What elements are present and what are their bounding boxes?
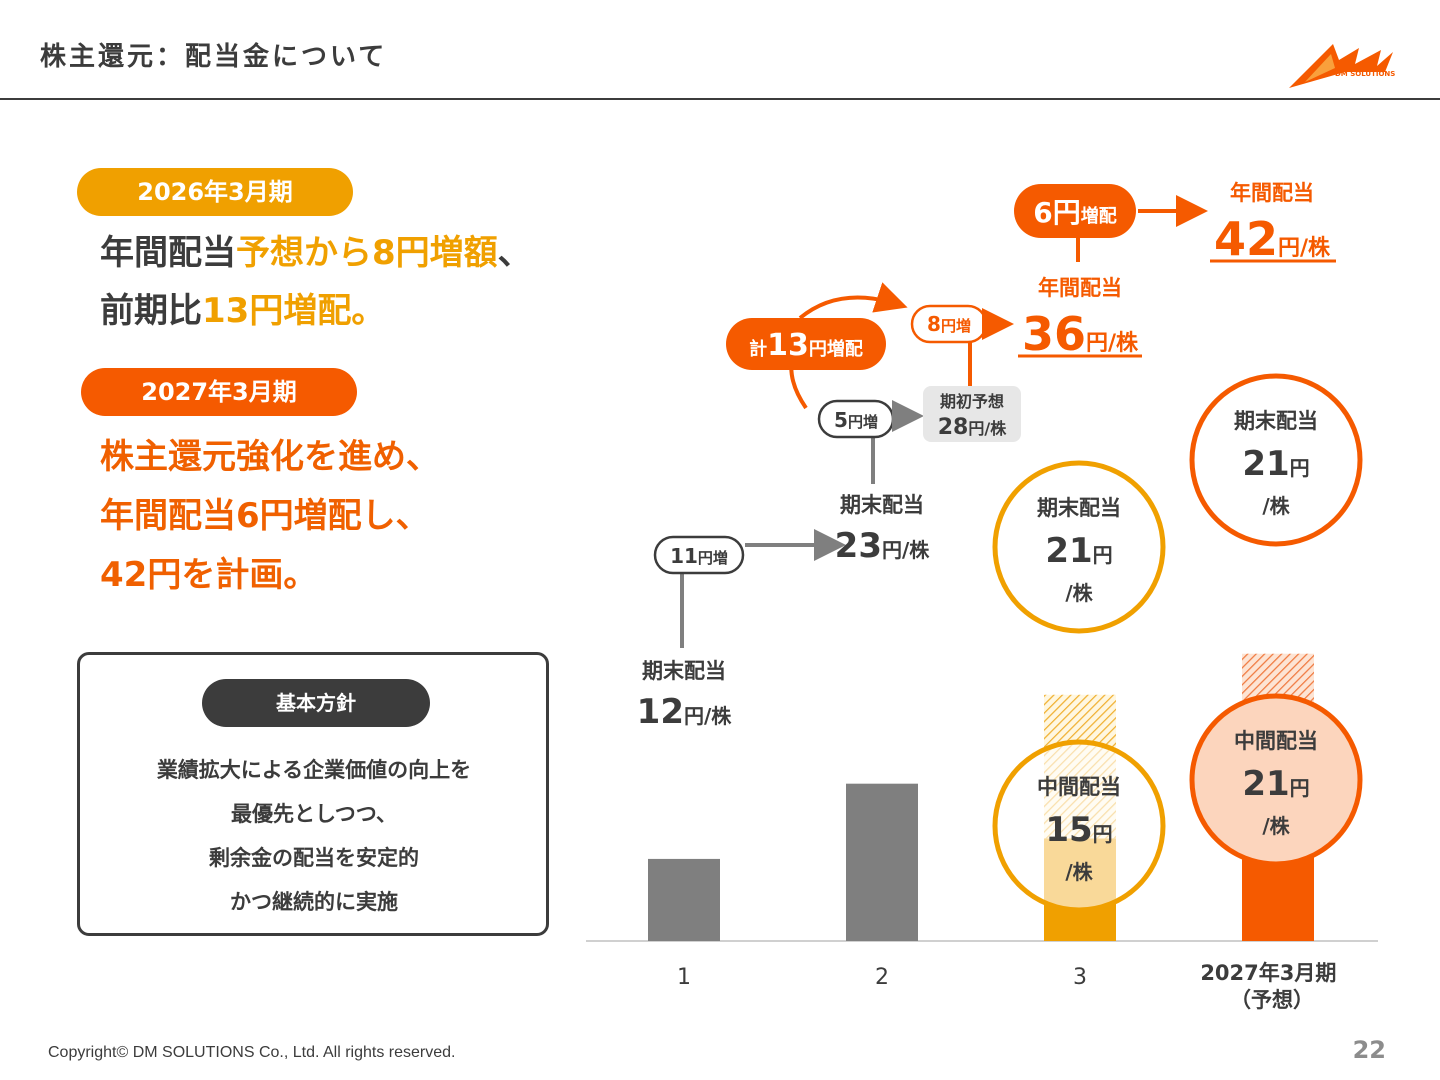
policy-line-4: かつ継続的に実施 <box>230 890 398 914</box>
fy2027-line2: 年間配当6円増配し、 <box>100 496 430 536</box>
inc11-text: 11円増 <box>670 544 728 568</box>
bar4-total-value: 42円/株 <box>1214 212 1331 266</box>
bar1-value: 12円/株 <box>637 692 733 732</box>
bar4-bottom-value: 21円 <box>1242 764 1309 804</box>
inc6-badge <box>1014 184 1136 238</box>
bar2-value: 23円/株 <box>835 526 931 566</box>
fy2026-text-d: 前期比 <box>100 291 202 331</box>
bar-1-final <box>648 858 720 941</box>
policy-title: 基本方針 <box>202 679 430 727</box>
bar3-bottom-value: 15円 <box>1045 810 1112 850</box>
logo-mark-inner <box>1305 54 1335 82</box>
fy2027-line1: 株主還元強化を進め、 <box>100 437 440 477</box>
bar4-top-unit: /株 <box>1262 494 1290 518</box>
fy2026-headline-line1: 年間配当予想から8円増額、 <box>100 224 532 282</box>
inc11-badge <box>653 535 745 575</box>
x-tick-label-2: 2 <box>875 965 889 990</box>
policy-line-2: 最優先としつつ、 <box>231 802 397 826</box>
bar3-bottom-unit: /株 <box>1065 860 1093 884</box>
bar4-total-label: 年間配当 <box>1230 181 1314 205</box>
bar3-bottom-label: 中間配当 <box>1037 775 1121 799</box>
fy2026-text-e: 13円増配。 <box>202 291 386 331</box>
bar4-top-label: 期末配当 <box>1234 409 1318 433</box>
fy2026-label: 2026年3月期 <box>77 168 353 216</box>
bar-2-final <box>846 783 918 941</box>
total13-text: 計13円増配 <box>749 328 863 363</box>
fy2026-headline-line2: 前期比13円増配。 <box>100 282 385 340</box>
bar3-total-value: 36円/株 <box>1022 307 1139 361</box>
bar4-top-value: 21円 <box>1242 444 1309 484</box>
inc6-text: 6円増配 <box>1033 196 1116 229</box>
bar3-top-circle: 期末配当 21円 /株 <box>992 460 1166 634</box>
header-divider <box>0 98 1440 100</box>
bar4-bottom-label: 中間配当 <box>1234 729 1318 753</box>
bar4-bottom-circle: 中間配当 21円 /株 <box>1189 693 1363 867</box>
x-tick-label-1: 1 <box>677 965 691 990</box>
initial-forecast-value: 28円/株 <box>938 415 1007 440</box>
logo-text: DM SOLUTIONS <box>1335 70 1395 78</box>
bar3-top-label: 期末配当 <box>1037 496 1121 520</box>
policy-line-1: 業績拡大による企業価値の向上を <box>156 758 472 782</box>
bar1-label: 期末配当 <box>642 659 726 683</box>
bar3-bottom-circle: 中間配当 15円 /株 <box>992 739 1166 913</box>
fy2026-text-a: 年間配当 <box>100 233 236 273</box>
total13-curve <box>798 282 908 320</box>
fy2026-text-c: 、 <box>497 233 532 273</box>
page-number: 22 <box>1352 1036 1386 1064</box>
initial-forecast-label: 期初予想 <box>940 392 1004 411</box>
x-tick-label-3: 3 <box>1073 965 1087 990</box>
fy2027-line3: 42円を計画。 <box>100 555 318 595</box>
policy-line-3: 剰余金の配当を安定的 <box>209 846 419 870</box>
bar4-top-circle: 期末配当 21円 /株 <box>1189 373 1363 547</box>
copyright: Copyright© DM SOLUTIONS Co., Ltd. All ri… <box>48 1044 456 1061</box>
bar3-top-unit: /株 <box>1065 581 1093 605</box>
bar4-bottom-unit: /株 <box>1262 814 1290 838</box>
company-logo: DM SOLUTIONS <box>1289 44 1395 88</box>
fy2027-label: 2027年3月期 <box>81 368 357 416</box>
bar3-total-label: 年間配当 <box>1038 276 1122 300</box>
inc8-text: 8円増 <box>927 312 971 336</box>
initial-forecast-box <box>923 386 1021 442</box>
fy2026-text-b: 予想から8円増額 <box>236 233 498 273</box>
total13-badge <box>726 318 886 370</box>
bar2-label: 期末配当 <box>840 493 924 517</box>
policy-box <box>77 652 549 936</box>
inc5-text: 5円増 <box>834 408 878 432</box>
page-title: 株主還元：配当金について <box>40 42 388 72</box>
x-tick-label-4: 2027年3月期 （予想） <box>1200 961 1343 1012</box>
bar3-top-value: 21円 <box>1045 531 1112 571</box>
